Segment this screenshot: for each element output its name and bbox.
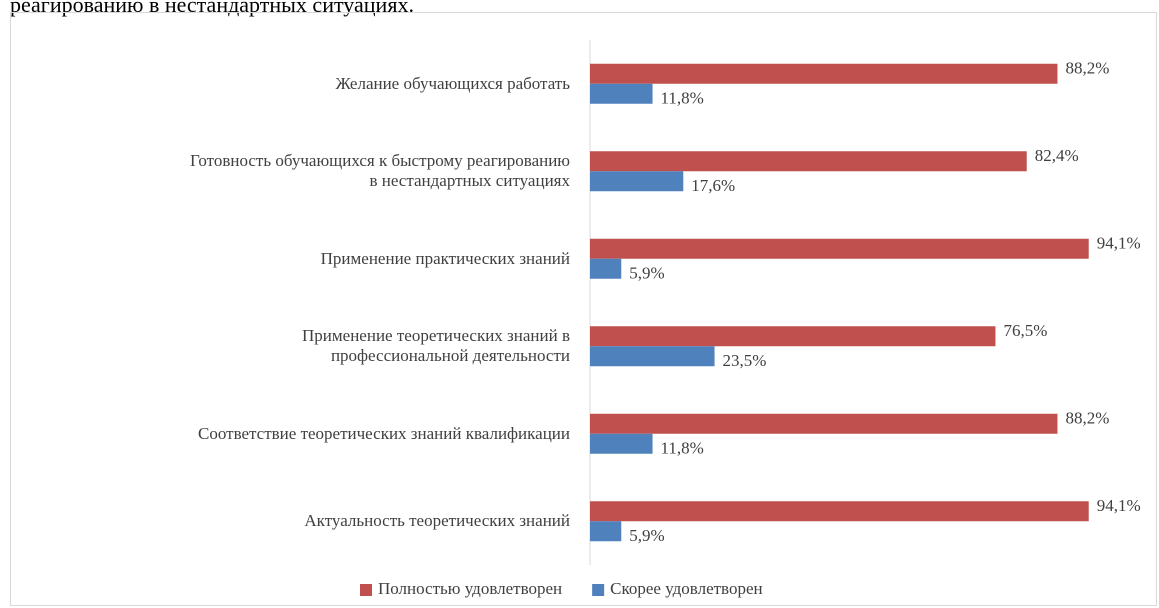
legend-label: Полностью удовлетворен	[378, 579, 562, 598]
bar	[590, 521, 621, 541]
value-label: 88,2%	[1065, 409, 1109, 428]
value-label: 76,5%	[1003, 321, 1047, 340]
bar	[590, 501, 1089, 521]
value-label: 11,8%	[661, 89, 704, 108]
legend-swatch	[592, 584, 604, 596]
category-label: Актуальность теоретических знаний	[190, 511, 570, 531]
value-label: 82,4%	[1035, 146, 1079, 165]
bar	[590, 171, 683, 191]
chart: 88,2% 11,8% 82,4% 17,6% 94,1% 5,9% 76,5% 23,5% 8…	[0, 0, 1159, 608]
bar	[590, 259, 621, 279]
category-label: Соответствие теоретических знаний квалиф…	[190, 424, 570, 444]
bar	[590, 239, 1089, 259]
bar	[590, 326, 995, 346]
bar	[590, 64, 1057, 84]
category-label: Применение теоретических знаний в профес…	[190, 326, 570, 366]
bar	[590, 414, 1057, 434]
bar	[590, 434, 653, 454]
value-label: 23,5%	[723, 351, 767, 370]
category-label: Применение практических знаний	[190, 249, 570, 269]
bar	[590, 84, 653, 104]
category-label: Готовность обучающихся к быстрому реагир…	[190, 151, 570, 191]
value-label: 94,1%	[1097, 496, 1141, 515]
value-label: 5,9%	[629, 526, 664, 545]
value-label: 94,1%	[1097, 234, 1141, 253]
bar	[590, 151, 1027, 171]
bar	[590, 346, 715, 366]
value-label: 88,2%	[1065, 59, 1109, 78]
value-label: 11,8%	[661, 439, 704, 458]
legend-swatch	[360, 584, 372, 596]
category-label: Желание обучающихся работать	[190, 74, 570, 94]
value-label: 5,9%	[629, 264, 664, 283]
value-label: 17,6%	[691, 176, 735, 195]
legend-label: Скорее удовлетворен	[610, 579, 762, 598]
page: реагированию в нестандартных ситуациях. …	[0, 0, 1159, 608]
